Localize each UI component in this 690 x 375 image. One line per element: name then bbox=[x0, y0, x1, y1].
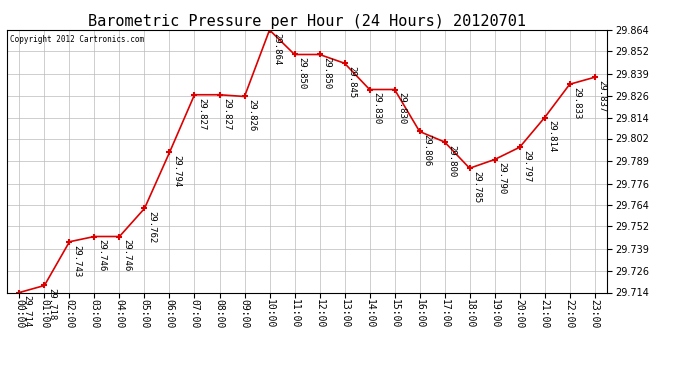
Text: 29.762: 29.762 bbox=[147, 211, 156, 243]
Text: 29.785: 29.785 bbox=[473, 171, 482, 203]
Text: 29.845: 29.845 bbox=[347, 66, 356, 98]
Text: Copyright 2012 Cartronics.com: Copyright 2012 Cartronics.com bbox=[10, 35, 144, 44]
Text: 29.864: 29.864 bbox=[273, 33, 282, 65]
Text: 29.814: 29.814 bbox=[547, 120, 556, 153]
Title: Barometric Pressure per Hour (24 Hours) 20120701: Barometric Pressure per Hour (24 Hours) … bbox=[88, 14, 526, 29]
Text: 29.714: 29.714 bbox=[22, 295, 31, 327]
Text: 29.830: 29.830 bbox=[373, 92, 382, 124]
Text: 29.806: 29.806 bbox=[422, 134, 431, 166]
Text: 29.797: 29.797 bbox=[522, 150, 531, 182]
Text: 29.794: 29.794 bbox=[172, 155, 181, 188]
Text: 29.830: 29.830 bbox=[397, 92, 406, 124]
Text: 29.718: 29.718 bbox=[47, 288, 56, 321]
Text: 29.833: 29.833 bbox=[573, 87, 582, 119]
Text: 29.827: 29.827 bbox=[197, 98, 206, 130]
Text: 29.746: 29.746 bbox=[97, 239, 106, 272]
Text: 29.826: 29.826 bbox=[247, 99, 256, 132]
Text: 29.746: 29.746 bbox=[122, 239, 131, 272]
Text: 29.837: 29.837 bbox=[598, 80, 607, 112]
Text: 29.850: 29.850 bbox=[297, 57, 306, 90]
Text: 29.800: 29.800 bbox=[447, 145, 456, 177]
Text: 29.850: 29.850 bbox=[322, 57, 331, 90]
Text: 29.743: 29.743 bbox=[72, 244, 81, 277]
Text: 29.827: 29.827 bbox=[222, 98, 231, 130]
Text: 29.790: 29.790 bbox=[497, 162, 506, 195]
